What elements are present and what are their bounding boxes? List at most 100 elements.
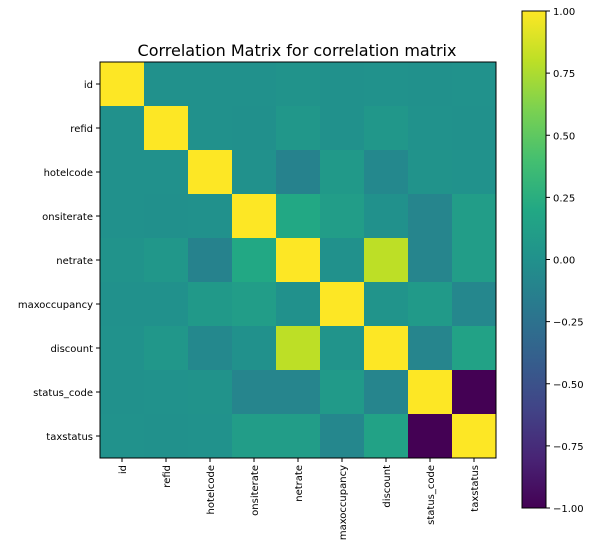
- heatmap-cell: [364, 62, 409, 107]
- heatmap-cell: [188, 370, 233, 415]
- heatmap-cell: [232, 150, 277, 195]
- y-tick-label: onsiterate: [42, 212, 93, 223]
- colorbar-tick-label: −0.25: [553, 318, 584, 329]
- heatmap-cell: [100, 282, 145, 327]
- heatmap-cell: [144, 106, 189, 151]
- heatmap-cell: [320, 414, 365, 459]
- heatmap-cell: [408, 414, 453, 459]
- heatmap-cell: [188, 282, 233, 327]
- heatmap-cell: [452, 106, 497, 151]
- heatmap-cell: [100, 370, 145, 415]
- heatmap-cell: [100, 150, 145, 195]
- heatmap-cell: [276, 414, 321, 459]
- heatmap-cell: [364, 194, 409, 239]
- heatmap-cell: [364, 282, 409, 327]
- heatmap-cell: [408, 326, 453, 371]
- y-tick-label: discount: [50, 344, 93, 355]
- x-tick-label: hotelcode: [206, 465, 217, 514]
- heatmap-cell: [364, 150, 409, 195]
- heatmap-cell: [276, 194, 321, 239]
- heatmap-cell: [276, 62, 321, 107]
- heatmap-cell: [408, 370, 453, 415]
- colorbar-tick-label: −0.75: [553, 442, 584, 453]
- heatmap-cell: [100, 326, 145, 371]
- heatmap-cell: [232, 62, 277, 107]
- x-tick-label: id: [118, 465, 129, 474]
- heatmap-cell: [276, 326, 321, 371]
- heatmap-cell: [100, 238, 145, 283]
- x-tick-label: status_code: [426, 465, 437, 525]
- heatmap-cell: [144, 370, 189, 415]
- y-tick-label: id: [84, 80, 93, 91]
- heatmap-cell: [188, 238, 233, 283]
- heatmap-cell: [144, 150, 189, 195]
- heatmap-cell: [276, 370, 321, 415]
- colorbar-tick-label: −0.50: [553, 380, 584, 391]
- colorbar-tick-label: 0.00: [553, 256, 575, 267]
- heatmap-cell: [144, 414, 189, 459]
- heatmap-cell: [408, 238, 453, 283]
- heatmap-cell: [144, 62, 189, 107]
- heatmap-cell: [320, 62, 365, 107]
- heatmap-cell: [188, 326, 233, 371]
- x-tick-label: netrate: [294, 465, 305, 502]
- heatmap-cell: [188, 62, 233, 107]
- heatmap-cell: [276, 106, 321, 151]
- heatmap-cell: [452, 282, 497, 327]
- x-tick-label: discount: [382, 465, 393, 508]
- heatmap-cells: [100, 62, 497, 459]
- heatmap-cell: [320, 326, 365, 371]
- heatmap-cell: [364, 106, 409, 151]
- colorbar-tick-label: 0.25: [553, 193, 575, 204]
- heatmap-cell: [364, 326, 409, 371]
- y-tick-label: status_code: [33, 388, 93, 399]
- heatmap-cell: [452, 194, 497, 239]
- heatmap-cell: [320, 238, 365, 283]
- heatmap-cell: [452, 238, 497, 283]
- y-axis-ticks: id refid hotelcode onsiterate netrate maxoccu…: [18, 80, 100, 443]
- colorbar-tick-label: 0.75: [553, 69, 575, 80]
- heatmap-cell: [320, 370, 365, 415]
- heatmap-cell: [276, 238, 321, 283]
- y-tick-label: maxoccupancy: [18, 300, 93, 311]
- heatmap-cell: [452, 414, 497, 459]
- heatmap-cell: [232, 106, 277, 151]
- chart-title: Correlation Matrix for correlation matri…: [138, 41, 457, 60]
- heatmap-cell: [144, 238, 189, 283]
- x-tick-label: refid: [162, 465, 173, 488]
- colorbar-tick-label: 0.50: [553, 131, 575, 142]
- heatmap-cell: [232, 238, 277, 283]
- y-tick-label: refid: [70, 124, 93, 135]
- heatmap-cell: [188, 194, 233, 239]
- heatmap-cell: [144, 194, 189, 239]
- heatmap-cell: [320, 106, 365, 151]
- heatmap-cell: [100, 62, 145, 107]
- heatmap-cell: [232, 194, 277, 239]
- heatmap-cell: [188, 106, 233, 151]
- heatmap-cell: [320, 194, 365, 239]
- y-tick-label: hotelcode: [44, 168, 93, 179]
- heatmap-cell: [408, 194, 453, 239]
- heatmap-cell: [452, 150, 497, 195]
- heatmap-cell: [408, 150, 453, 195]
- heatmap-cell: [408, 106, 453, 151]
- heatmap-cell: [320, 282, 365, 327]
- heatmap-cell: [232, 370, 277, 415]
- heatmap-cell: [100, 194, 145, 239]
- y-tick-label: taxstatus: [46, 432, 93, 443]
- heatmap-cell: [232, 282, 277, 327]
- x-tick-label: maxoccupancy: [338, 465, 349, 540]
- heatmap-cell: [100, 106, 145, 151]
- x-axis-ticks: id refid hotelcode onsiterate netrate maxoccu…: [118, 458, 481, 540]
- heatmap-cell: [188, 150, 233, 195]
- heatmap-cell: [408, 282, 453, 327]
- heatmap-cell: [144, 282, 189, 327]
- heatmap-cell: [100, 414, 145, 459]
- heatmap-cell: [452, 326, 497, 371]
- heatmap-cell: [452, 62, 497, 107]
- heatmap-cell: [276, 282, 321, 327]
- heatmap-cell: [188, 414, 233, 459]
- heatmap-cell: [364, 238, 409, 283]
- heatmap-cell: [364, 414, 409, 459]
